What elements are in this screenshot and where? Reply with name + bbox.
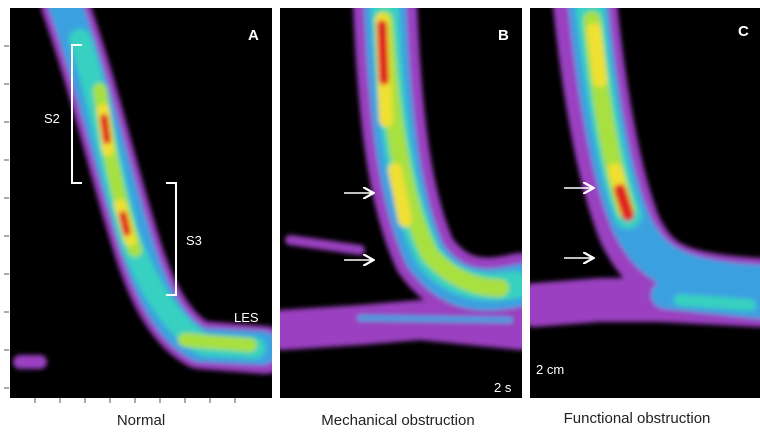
caption: Functional obstruction [564, 410, 711, 427]
scale-label: 2 cm [536, 362, 564, 377]
label-s3: S3 [186, 233, 202, 248]
figure: S2 S3 LES A Normal B [0, 0, 760, 435]
panel-letter: C [738, 23, 749, 40]
label-s2: S2 [44, 111, 60, 126]
panel-c: C 2 cm Functional obstruction [530, 5, 760, 427]
caption: Mechanical obstruction [321, 412, 474, 429]
panel-letter: A [248, 27, 259, 44]
label-les: LES [234, 310, 259, 325]
panel-letter: B [498, 27, 509, 44]
panel-a: S2 S3 LES A Normal [4, 5, 272, 429]
panel-b: B 2 s Mechanical obstruction [280, 5, 522, 429]
scale-label: 2 s [494, 380, 512, 395]
caption: Normal [117, 412, 165, 429]
